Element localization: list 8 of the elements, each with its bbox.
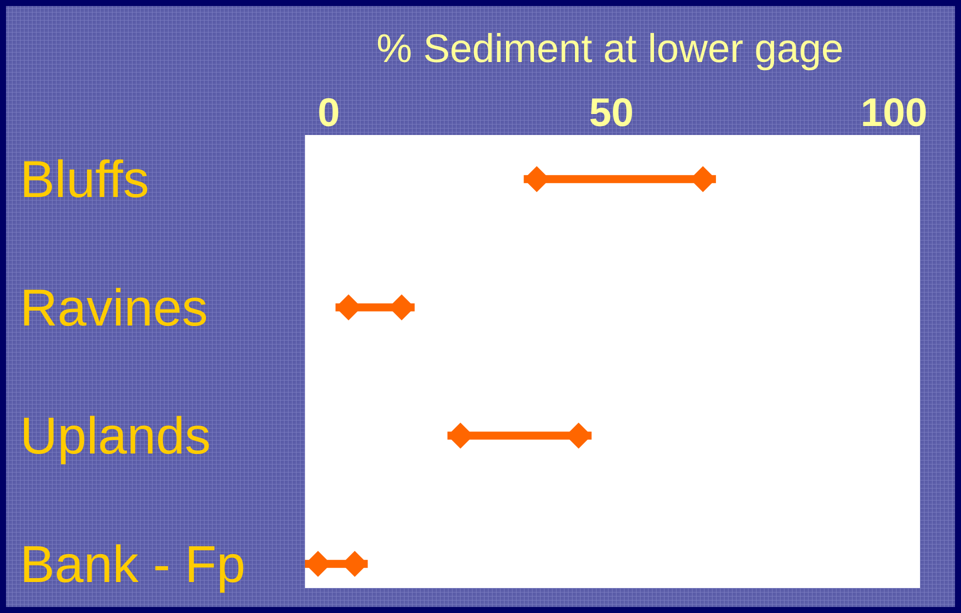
y-tick-label: Bluffs: [20, 151, 150, 210]
x-tick-label: 50: [589, 91, 634, 135]
chart-title: % Sediment at lower gage: [376, 27, 844, 71]
y-tick-label: Uplands: [20, 408, 211, 466]
y-tick-label: Bank - Fp: [20, 536, 246, 594]
y-tick-label: Ravines: [20, 279, 208, 338]
x-tick-label: 100: [860, 91, 928, 135]
x-tick-label: 0: [318, 91, 340, 135]
